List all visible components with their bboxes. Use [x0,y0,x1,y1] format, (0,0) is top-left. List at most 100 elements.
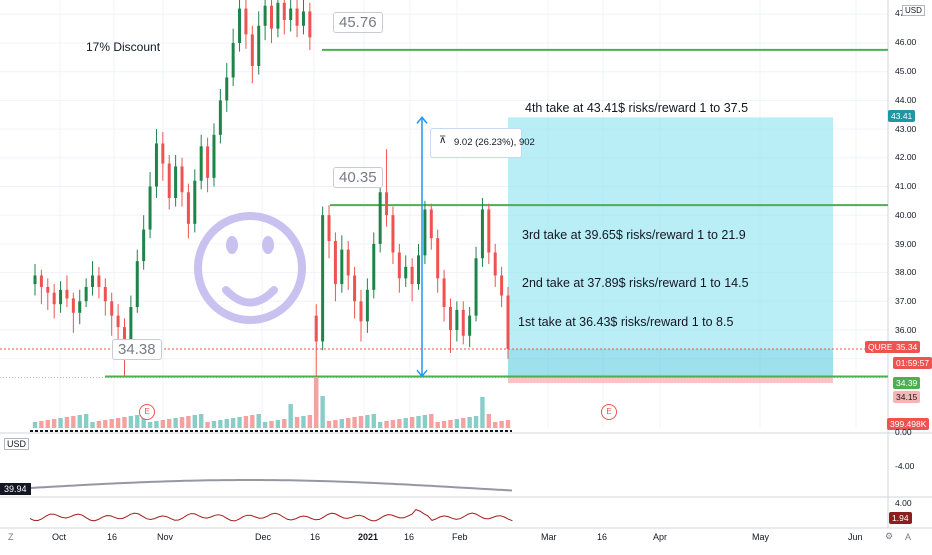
volume-bar [403,418,408,428]
volume-bar [493,422,498,428]
volume-bar [128,416,134,428]
volume-bar [499,421,504,428]
smiley-eye [226,236,238,254]
candle-body [212,134,216,178]
x-tick: Nov [157,532,174,542]
candle-body [135,261,139,308]
candle-body [359,301,363,322]
candle-body [39,275,43,287]
candle-body [199,146,203,181]
candle-body [461,309,465,336]
volume-bar [51,419,57,428]
oscillator-tick: 4.00 [895,498,912,508]
price-label-low[interactable]: 34.38 [112,339,162,360]
x-tick: 16 [597,532,608,542]
volume-bar [109,419,114,428]
volume-bar [32,422,38,428]
volume-bar [135,415,140,428]
timezone-icon[interactable]: Z [8,532,14,542]
candle-body [116,315,120,328]
auto-scale-button[interactable]: A [905,532,912,542]
candle-body [161,143,165,164]
oscillator-line [29,509,513,522]
y-tick: 40.00 [895,210,917,220]
candle-body [84,286,88,302]
price-label-high[interactable]: 45.76 [333,12,383,33]
volume-bar [275,420,281,428]
volume-bar [422,415,428,428]
indicator-name[interactable]: USD [4,438,30,450]
measure-box[interactable]: ⊼ 9.02 (26.23%), 902 [430,128,535,158]
volume-bar [154,421,159,428]
volume-bar [346,418,351,428]
candle-body [193,180,197,224]
volume-tag: 399.498K [887,418,930,430]
x-tick: 16 [107,532,118,542]
volume-bar [186,416,191,428]
candle-body [480,209,484,259]
y-tick: 45.00 [895,66,917,76]
earnings-marker[interactable]: E [601,404,617,420]
current-price-tag: 35.34 [893,341,921,353]
volume-bar [122,417,127,428]
candle-body [91,275,95,287]
volume-bar [192,415,197,428]
volume-bar [58,418,63,428]
volume-bar [467,417,472,428]
candle-body [167,163,171,198]
candle-body [270,5,273,29]
volume-bar [179,417,185,428]
settings-icon[interactable]: ⚙ [885,531,894,541]
earnings-letter: E [144,407,150,416]
smiley-eye [262,236,274,254]
candle-body [282,2,286,21]
candle-body [59,289,63,305]
currency-badge[interactable]: USD [902,5,925,16]
candle-body [78,301,82,313]
volume-bar [384,421,389,428]
candle-body [314,315,318,342]
volume-bar [326,421,332,428]
earnings-marker[interactable]: E [139,404,155,420]
volume-bar [352,417,357,428]
measure-arrow-head [416,369,428,378]
volume-bar [230,418,236,428]
volume-bar [71,416,76,428]
volume-bar [435,422,440,428]
candle-body [308,11,312,38]
candle-body [333,241,337,285]
take1-note: 1st take at 36.43$ risks/reward 1 to 8.5 [518,315,734,329]
candle-body [263,5,267,26]
y-tick: 39.00 [895,239,917,249]
volume-bar [397,419,402,428]
volume-bar [218,420,223,428]
volume-bar [461,418,466,428]
volume-bar [103,420,108,428]
candle-body [218,100,222,135]
candle-body [33,275,37,285]
discount-note: 17% Discount [86,40,161,54]
y-tick: 43.00 [895,124,917,134]
volume-bar [39,421,44,428]
price-label-mid[interactable]: 40.35 [333,167,383,188]
y-tick: 42.00 [895,152,917,162]
stop-zone [508,376,833,384]
y-tick: 46.00 [895,37,917,47]
candle-body [385,192,389,216]
candle-body [65,289,69,299]
candle-body [340,249,344,285]
volume-bar [294,417,300,428]
candle-body [417,255,421,285]
volume-bar [198,414,204,428]
volume-bar [429,414,434,428]
take2-note: 2nd take at 37.89$ risks/reward 1 to 14.… [522,276,749,290]
x-tick: Oct [52,532,67,542]
candle-body [295,8,299,26]
volume-bar [90,422,95,428]
y-tick: 38.00 [895,267,917,277]
volume-bar [77,415,82,428]
candle-body [455,309,459,330]
candle-body [71,298,75,313]
